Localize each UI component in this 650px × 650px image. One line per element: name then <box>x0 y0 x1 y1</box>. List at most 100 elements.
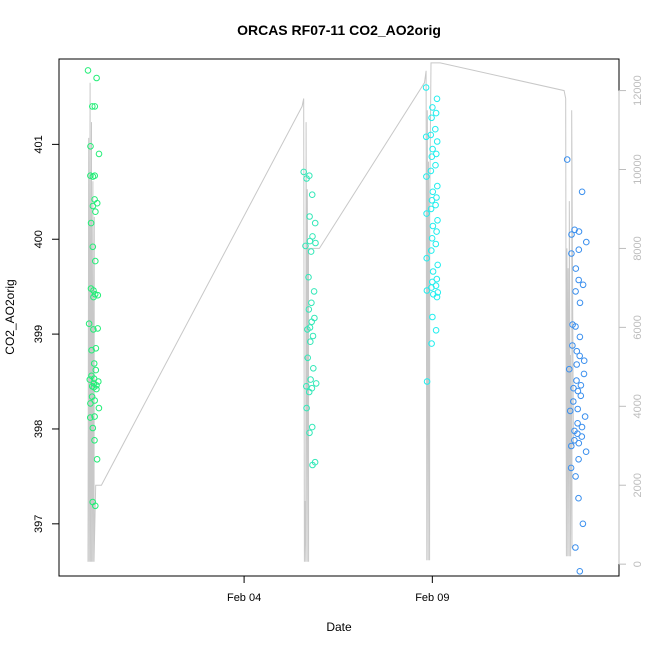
data-point <box>432 161 439 169</box>
data-point <box>574 420 581 427</box>
data-point <box>89 103 96 110</box>
data-point <box>582 448 590 456</box>
data-point <box>569 342 576 349</box>
data-point <box>573 361 581 368</box>
data-point <box>307 338 314 346</box>
data-point <box>429 145 436 153</box>
y-tick-label: 401 <box>33 135 45 153</box>
right-tick-label: 0 <box>632 561 644 567</box>
data-point <box>568 442 575 450</box>
data-point <box>92 257 99 265</box>
altitude-line <box>87 62 574 562</box>
data-point <box>583 238 590 246</box>
data-point <box>576 333 584 341</box>
altitude-line-layer <box>87 62 574 562</box>
data-point <box>304 326 311 333</box>
right-tick-label: 12000 <box>632 75 644 106</box>
data-point <box>429 104 436 111</box>
data-point <box>302 242 309 250</box>
data-point <box>572 288 579 295</box>
data-point <box>95 378 102 385</box>
data-point <box>434 182 441 190</box>
data-point <box>581 413 589 420</box>
data-point <box>92 366 100 374</box>
data-point <box>304 354 312 362</box>
data-point <box>87 143 94 150</box>
data-point <box>428 235 436 242</box>
right-tick-label: 2000 <box>632 473 644 497</box>
right-tick-label: 10000 <box>632 154 644 185</box>
data-point <box>94 291 102 299</box>
data-point <box>575 494 582 502</box>
data-point <box>568 231 575 238</box>
chart-title: ORCAS RF07-11 CO2_AO2orig <box>237 22 441 38</box>
data-point <box>571 226 578 234</box>
x-tick-label: Feb 04 <box>227 592 261 604</box>
data-point <box>428 153 436 160</box>
data-point <box>573 377 580 384</box>
data-point <box>576 352 584 360</box>
data-point <box>429 313 436 321</box>
data-point <box>578 423 586 431</box>
y-tick-label: 398 <box>33 420 45 438</box>
data-point <box>87 219 95 227</box>
right-tick-label: 4000 <box>632 394 644 418</box>
data-point <box>310 288 318 295</box>
data-point <box>428 114 435 122</box>
data-point <box>303 404 310 412</box>
data-point <box>578 188 586 196</box>
data-point <box>90 360 98 367</box>
data-point <box>432 201 439 209</box>
y-tick-label: 400 <box>33 230 45 248</box>
data-point <box>91 413 98 420</box>
data-point <box>575 456 582 463</box>
data-point <box>579 281 587 289</box>
data-point <box>567 464 575 472</box>
data-point <box>427 205 435 213</box>
points-layer <box>84 67 590 575</box>
data-point <box>308 191 316 198</box>
x-tick-label: Feb 09 <box>415 592 449 604</box>
data-point <box>88 346 95 354</box>
data-point <box>89 173 97 180</box>
data-point <box>92 345 100 352</box>
data-point <box>305 273 312 281</box>
data-point <box>576 299 584 307</box>
data-point <box>305 388 313 396</box>
data-point <box>428 340 435 347</box>
data-point <box>90 287 97 294</box>
data-point <box>575 228 583 235</box>
data-point <box>95 404 103 412</box>
data-point <box>93 74 100 82</box>
data-point <box>305 306 313 313</box>
data-point <box>86 376 94 383</box>
data-point <box>432 125 439 133</box>
data-point <box>566 407 574 415</box>
data-point <box>576 568 584 575</box>
data-point <box>92 502 99 510</box>
data-point <box>574 387 582 395</box>
data-point <box>306 429 313 437</box>
data-point <box>423 210 430 217</box>
data-point <box>432 109 440 117</box>
data-point <box>572 473 579 480</box>
data-point <box>572 265 580 272</box>
data-point <box>433 138 441 145</box>
data-point <box>89 243 97 251</box>
data-point <box>309 461 316 469</box>
data-point <box>308 423 316 431</box>
data-point <box>568 250 575 257</box>
data-point <box>433 194 440 201</box>
data-point <box>572 323 579 330</box>
data-point <box>300 168 308 176</box>
y-tick-label: 399 <box>33 325 45 343</box>
data-point <box>87 414 94 421</box>
data-point <box>429 222 437 230</box>
y-axis-label: CO2_AO2orig <box>3 279 17 354</box>
data-point <box>311 219 319 227</box>
data-point <box>579 520 587 528</box>
data-point <box>429 268 437 275</box>
data-point <box>575 276 583 284</box>
data-point <box>312 239 319 247</box>
